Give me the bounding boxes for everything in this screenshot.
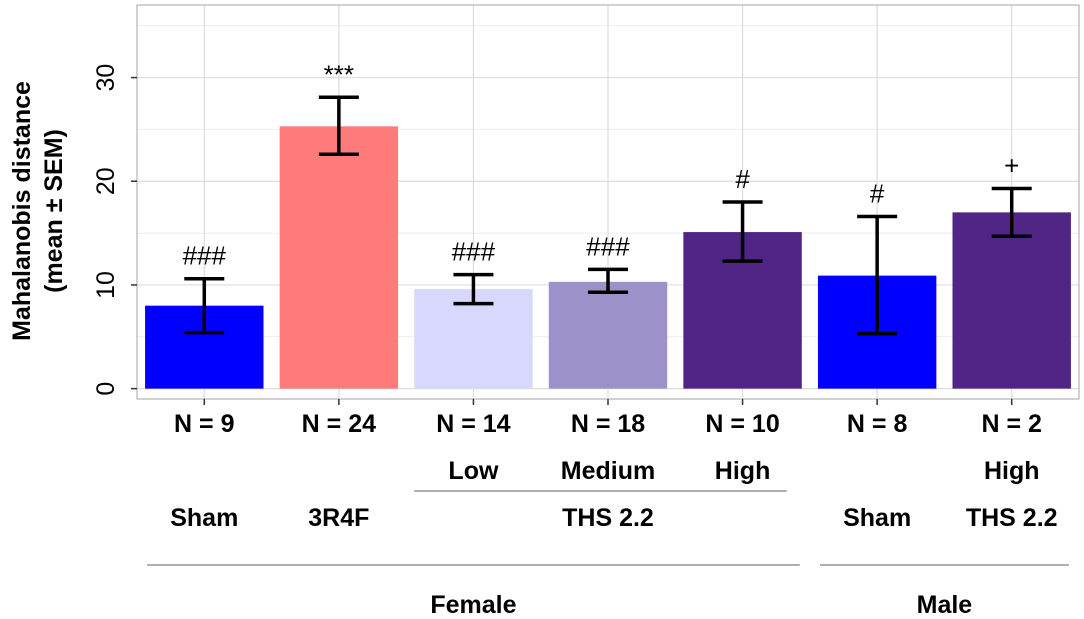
- dose-label: High: [984, 457, 1040, 485]
- group-label: Sham: [843, 504, 911, 532]
- error-bars: [184, 95, 1032, 336]
- bar: [279, 126, 399, 389]
- y-tick-label: 0: [92, 382, 120, 396]
- n-label: N = 18: [571, 410, 645, 438]
- n-label: N = 14: [436, 410, 510, 438]
- n-label: N = 10: [705, 410, 779, 438]
- group-label: THS 2.2: [562, 504, 654, 532]
- significance-label: ###: [452, 237, 496, 267]
- error-bar: [453, 272, 494, 306]
- y-axis: 0 10 20 30: [92, 64, 137, 396]
- y-tick-label: 20: [92, 167, 120, 195]
- error-bar: [318, 95, 359, 157]
- y-tick-label: 30: [92, 64, 120, 92]
- dose-label: High: [715, 457, 771, 485]
- error-bar: [588, 267, 628, 294]
- y-axis-subtitle: (mean ± SEM): [40, 129, 68, 293]
- sex-label: Female: [430, 591, 516, 619]
- sex-label: Male: [917, 591, 973, 619]
- error-bar: [857, 214, 898, 336]
- error-bar: [722, 200, 763, 263]
- y-axis-title: Mahalanobis distance: [8, 81, 36, 341]
- group-label: 3R4F: [308, 504, 369, 532]
- n-label: N = 2: [981, 410, 1041, 438]
- significance-label: ###: [586, 231, 630, 261]
- n-label: N = 9: [174, 410, 234, 438]
- bar: [414, 289, 533, 389]
- significance-annotations: ###***### #### #+: [183, 59, 1020, 270]
- significance-label: ###: [183, 241, 227, 271]
- y-tick-label: 10: [92, 271, 120, 299]
- bar: [952, 212, 1071, 389]
- group-label: Sham: [170, 504, 238, 532]
- x-axis: N = 9 N = 24 N = 14 N = 18 N = 10 N = 8 N = 2 L…: [147, 399, 1069, 619]
- n-label: N = 8: [847, 410, 908, 438]
- significance-label: +: [1004, 151, 1019, 181]
- bar: [548, 281, 668, 389]
- dose-label: Medium: [561, 457, 655, 485]
- error-bar: [184, 276, 225, 335]
- significance-label: #: [870, 179, 885, 209]
- error-bar: [991, 186, 1032, 238]
- n-label: N = 24: [302, 410, 376, 438]
- significance-label: #: [735, 164, 750, 194]
- group-label: THS 2.2: [966, 504, 1058, 532]
- bars: [145, 126, 1071, 389]
- significance-label: ***: [324, 59, 354, 89]
- dose-label: Low: [448, 457, 499, 485]
